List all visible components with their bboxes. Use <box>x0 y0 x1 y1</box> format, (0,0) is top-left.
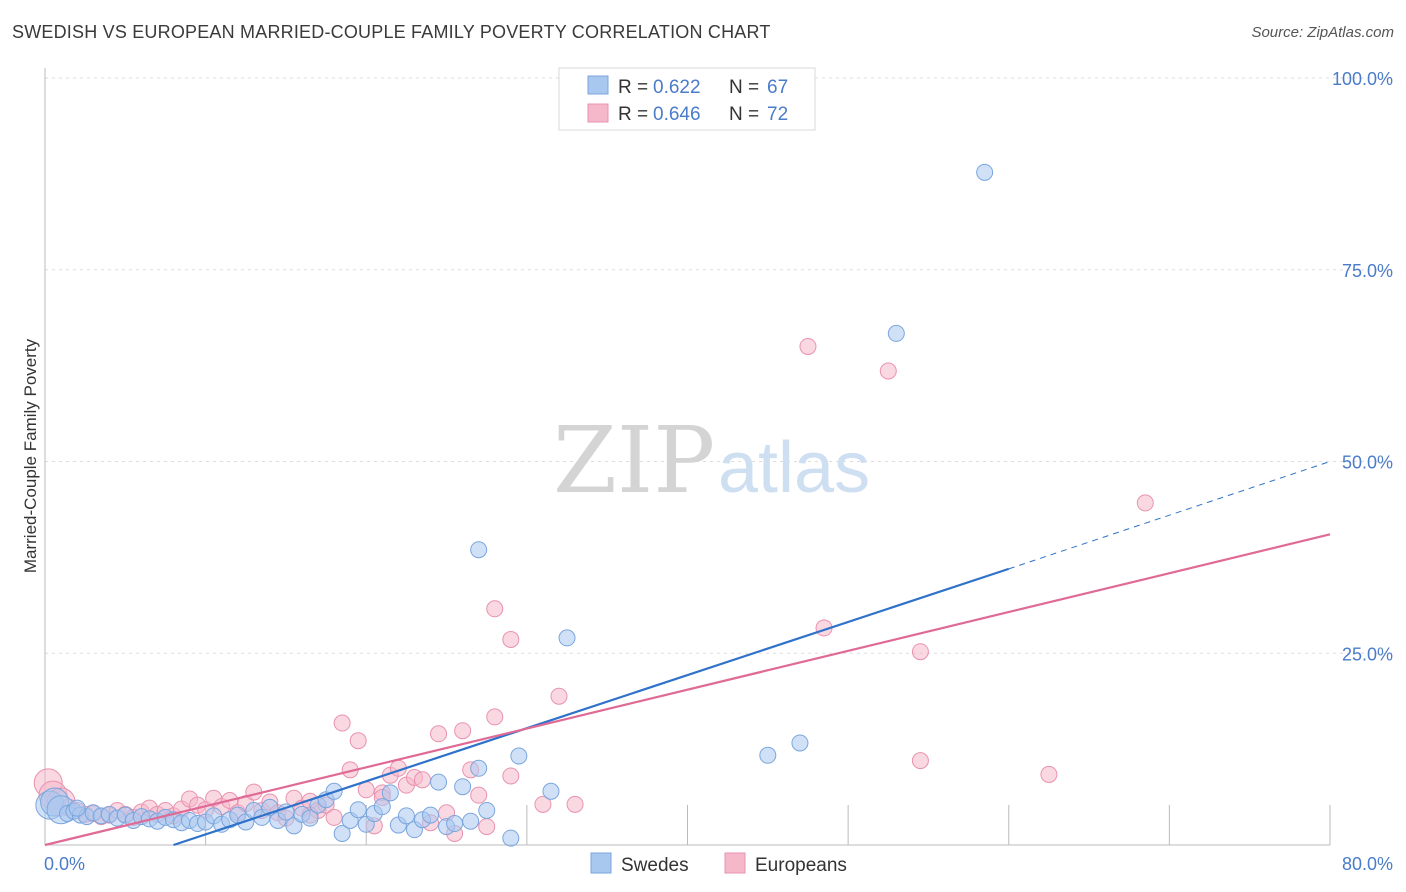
legend-swedes-n-label: N = <box>729 77 759 98</box>
swedes-point <box>381 784 399 802</box>
europeans-point <box>470 786 488 804</box>
legend-europeans-n-label: N = <box>729 104 759 125</box>
europeans-point <box>502 630 520 648</box>
europeans-point <box>550 687 568 705</box>
swedes-point <box>397 807 415 825</box>
y-tick-label: 100.0% <box>1332 69 1393 89</box>
swedes-point <box>791 734 809 752</box>
bottom-legend-europeans: Europeans <box>755 855 847 876</box>
swedes-point <box>68 799 86 817</box>
europeans-point <box>486 708 504 726</box>
swedes-point <box>887 324 905 342</box>
legend-box: R = 0.622 N = 67 R = 0.646 N = 72 <box>558 67 816 131</box>
europeans-point <box>486 600 504 618</box>
tick-labels: 25.0% 50.0% 75.0% 100.0% 0.0% 80.0% <box>44 69 1393 874</box>
swedes-point <box>333 824 351 842</box>
europeans-point <box>1040 765 1058 783</box>
legend-swatch-europeans <box>587 103 609 123</box>
swedes-point <box>422 806 439 824</box>
legend-europeans-r-value: 0.646 <box>653 104 701 125</box>
europeans-point <box>1136 494 1154 512</box>
y-axis-label: Married-Couple Family Poverty <box>21 338 40 573</box>
watermark-atlas: atlas <box>718 428 870 508</box>
chart-title: SWEDISH VS EUROPEAN MARRIED-COUPLE FAMIL… <box>12 22 771 42</box>
swedes-point <box>430 773 448 791</box>
europeans-point <box>566 795 584 813</box>
europeans-point <box>911 643 929 661</box>
watermark-zip: ZIP <box>553 407 715 514</box>
swedes-point <box>301 809 319 827</box>
europeans-point <box>333 714 351 732</box>
europeans-point <box>430 725 448 743</box>
legend-swatch-swedes <box>587 75 609 95</box>
europeans-point <box>454 722 472 740</box>
europeans-point <box>799 337 817 355</box>
trend-lines <box>44 461 1331 847</box>
swedes-point <box>470 541 488 559</box>
legend-europeans-r-label: R = <box>618 104 648 125</box>
y-tick-label: 25.0% <box>1342 644 1393 664</box>
swedes-point <box>462 812 480 830</box>
europeans-point <box>325 808 343 826</box>
europeans-point <box>911 752 929 770</box>
swedes-point <box>976 163 994 181</box>
swedes-point <box>349 801 367 819</box>
bottom-legend-swatch-swedes <box>590 852 612 874</box>
europeans-point <box>349 732 367 750</box>
europeans-point <box>879 362 897 380</box>
europeans-point <box>478 818 496 836</box>
x-tick-label: 0.0% <box>44 854 85 874</box>
swedes-point <box>558 629 576 647</box>
swedes-point <box>542 782 560 800</box>
swedes-point <box>470 759 488 777</box>
swedes-point <box>759 746 777 764</box>
legend-swedes-n-value: 67 <box>767 77 788 98</box>
watermark: ZIP atlas <box>553 407 870 514</box>
source-label: Source: ZipAtlas.com <box>1251 24 1394 41</box>
bottom-legend-swatch-europeans <box>724 852 746 874</box>
swedes-trend-extension <box>1008 461 1331 570</box>
europeans-point <box>413 771 431 789</box>
x-tick-label: 80.0% <box>1342 854 1393 874</box>
y-tick-label: 75.0% <box>1342 261 1393 281</box>
swedes-point <box>478 801 496 819</box>
legend-swedes-r-label: R = <box>618 77 648 98</box>
y-tick-label: 50.0% <box>1342 453 1393 473</box>
swedes-point <box>510 747 528 765</box>
europeans-point <box>502 767 520 785</box>
bottom-legend-swedes: Swedes <box>621 855 689 876</box>
legend-swedes-r-value: 0.622 <box>653 77 701 98</box>
swedes-point <box>285 817 303 835</box>
swedes-point <box>373 798 391 816</box>
swedes-point <box>446 815 464 833</box>
swedes-point <box>454 778 472 796</box>
europeans-point <box>534 795 552 813</box>
bottom-legend: Swedes Europeans <box>590 852 847 876</box>
swedes-point <box>502 829 520 847</box>
europeans-trend-line <box>44 533 1331 847</box>
swedes-trend-line <box>173 567 1010 847</box>
legend-europeans-n-value: 72 <box>767 104 788 125</box>
